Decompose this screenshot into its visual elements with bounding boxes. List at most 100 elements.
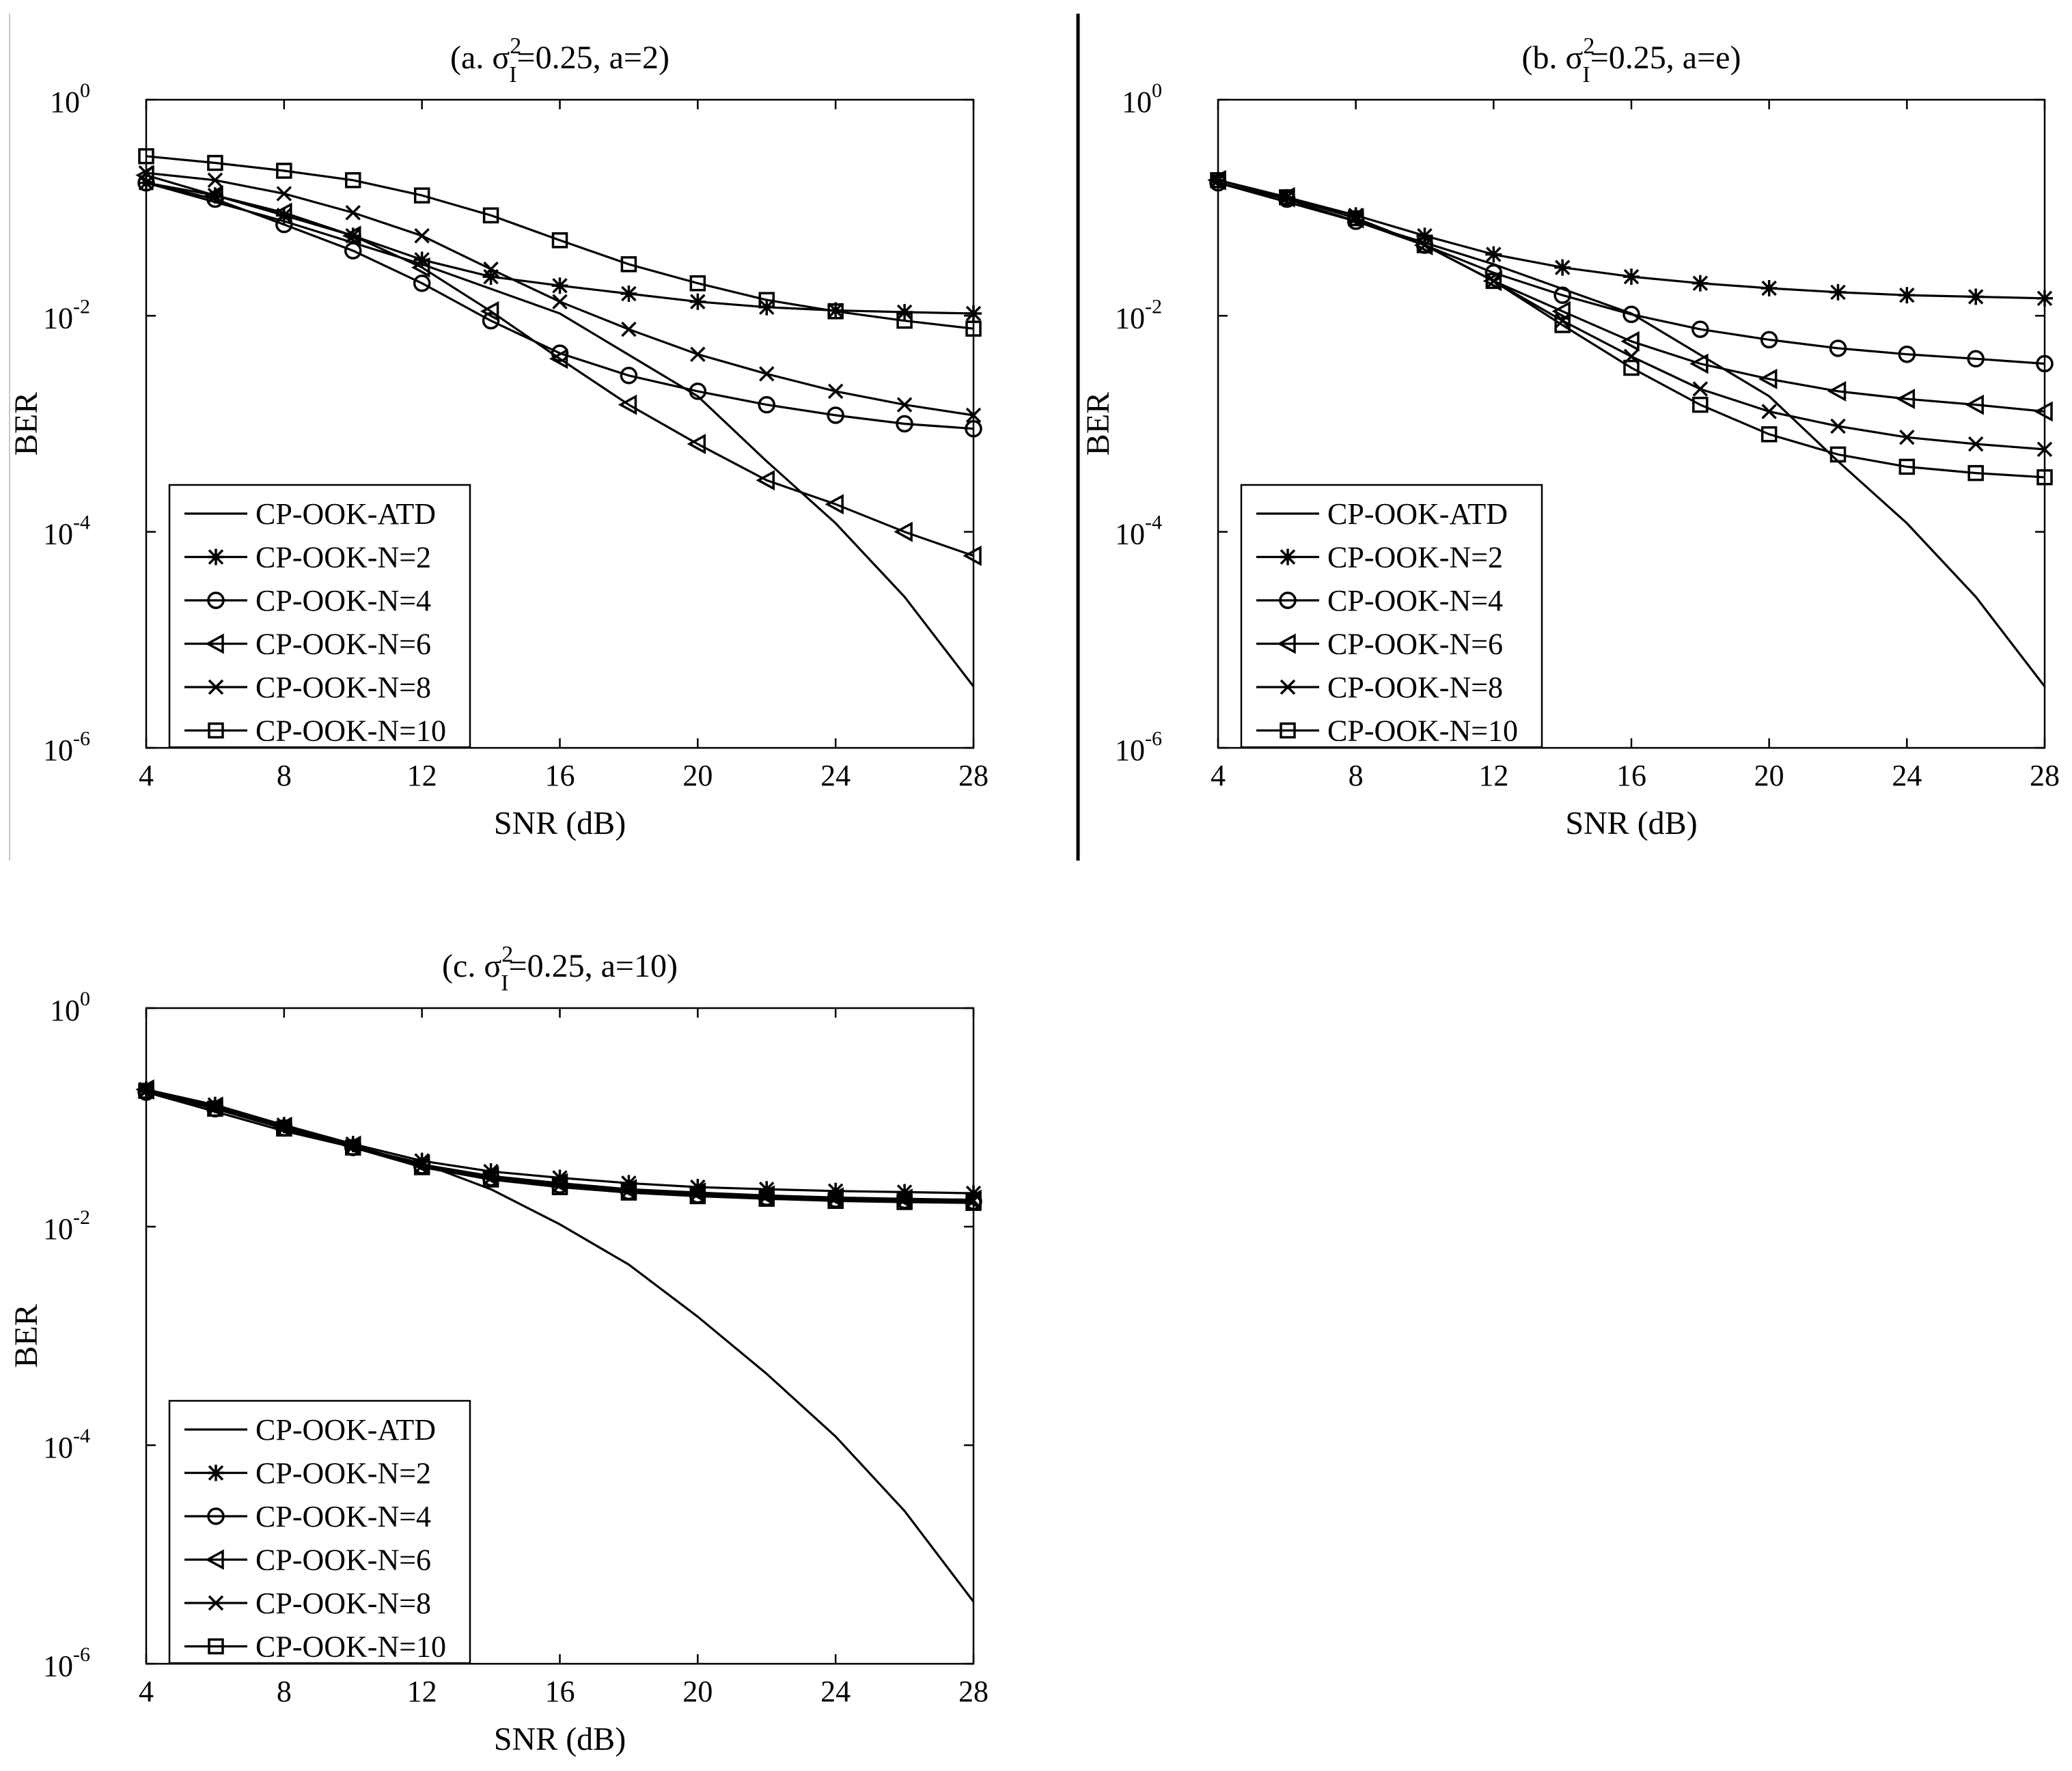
legend-marker [1280,679,1296,695]
x-tick-label: 4 [1211,759,1226,792]
data-point [618,394,637,415]
legend-marker [208,722,224,739]
data-point [549,348,568,369]
legend-label: CP-OOK-ATD [255,1413,436,1447]
data-point [138,148,154,165]
data-point [1210,172,1226,189]
legend-label: CP-OOK-N=8 [255,671,431,704]
series-line [1217,182,2045,365]
y-axis-label: BER [1080,392,1116,456]
legend-box [168,1399,471,1664]
data-point [758,292,775,308]
data-point [965,305,982,322]
y-tick-exponent: 0 [80,79,90,102]
y-tick-label: 10-2 [43,295,90,335]
title-subscript: I [509,62,516,87]
legend-item: CP-OOK-N=10 [184,714,446,748]
legend-marker [208,548,224,566]
data-point [896,1194,913,1210]
data-point [2036,441,2053,458]
data-point [1967,288,1985,305]
x-tick-label: 20 [682,759,713,792]
data-point [894,521,913,542]
y-tick-base: 10 [1115,301,1145,335]
legend-item: CP-OOK-N=6 [1256,628,1503,661]
legend: CP-OOK-ATD CP-OOK-N=2 CP-OOK-N=4 CP-OOK-N=6… [1240,484,1543,749]
data-point [896,397,913,413]
x-tick-label: 8 [277,759,292,792]
x-tick-label: 20 [682,1675,713,1708]
y-tick-label: 10-6 [43,1643,90,1683]
legend-label: CP-OOK-ATD [255,497,436,531]
legend-item: CP-OOK-N=4 [1256,584,1503,617]
x-tick-label: 24 [820,1675,851,1708]
data-point [827,1193,844,1210]
data-point [689,275,706,292]
data-point [276,186,292,201]
data-point [1827,380,1847,402]
data-point [482,268,499,285]
data-point [276,1120,292,1137]
legend-item: CP-OOK-N=8 [184,1587,431,1620]
title-suffix: =0.25, a=2) [517,40,669,76]
data-point [273,202,292,223]
y-tick-base: 10 [43,1431,73,1464]
x-tick-label: 16 [1616,759,1646,792]
data-point [482,207,499,224]
data-point [206,1096,223,1113]
x-axis-label: SNR (dB) [494,1721,626,1757]
data-point [758,1190,775,1207]
data-point [965,1195,982,1211]
series-cp-ook-n-10 [138,1083,982,1211]
y-tick-base: 10 [1115,518,1145,551]
data-point [620,256,637,273]
data-point [620,285,637,303]
data-point [411,257,430,278]
data-point [551,1179,568,1195]
title-suffix: =0.25, a=e) [1590,40,1741,76]
x-tick-label: 8 [1349,759,1364,792]
chart-title: (b. σ2 I=0.25, a=e) [1522,33,1741,87]
legend-marker [208,1638,224,1655]
legend-item: CP-OOK-N=6 [184,1544,431,1577]
legend-item: CP-OOK-N=6 [184,628,431,661]
data-point [275,1117,292,1134]
data-point [345,205,361,221]
x-tick-label: 12 [407,1675,437,1708]
legend-label: CP-OOK-ATD [1327,497,1508,531]
y-tick-label: 10-4 [43,512,90,551]
title-superscript: 2 [1583,33,1594,59]
series-cp-ook-n-6 [135,165,982,566]
data-point [1347,210,1364,227]
legend-label: CP-OOK-N=6 [255,1544,431,1577]
data-point [1829,446,1847,463]
data-point [827,406,844,424]
data-point [1485,273,1502,290]
data-point [965,419,982,438]
data-point [483,261,499,277]
data-point [1761,404,1777,419]
data-point [207,172,223,189]
legend-item: CP-OOK-N=4 [184,1500,431,1533]
y-axis-label: BER [8,392,44,456]
y-tick-base: 10 [50,994,80,1027]
series-cp-ook-atd [146,182,975,688]
data-point [896,304,913,321]
y-tick-base: 10 [50,85,80,119]
data-point [413,187,430,204]
x-tick-label: 12 [407,759,437,792]
title-subscript: I [501,971,508,996]
legend-label: CP-OOK-N=4 [1327,584,1503,617]
y-tick-exponent: 0 [1152,79,1162,102]
x-tick-label: 4 [139,759,154,792]
data-point [1898,458,1916,475]
y-tick-label: 100 [50,79,90,119]
y-tick-label: 10-4 [43,1425,90,1464]
legend-item: CP-OOK-N=2 [184,541,431,574]
legend-marker [1280,722,1296,739]
data-point [344,242,362,260]
y-tick-exponent: -2 [73,295,90,318]
data-point [689,382,707,400]
legend-item: CP-OOK-ATD [1256,497,1508,531]
